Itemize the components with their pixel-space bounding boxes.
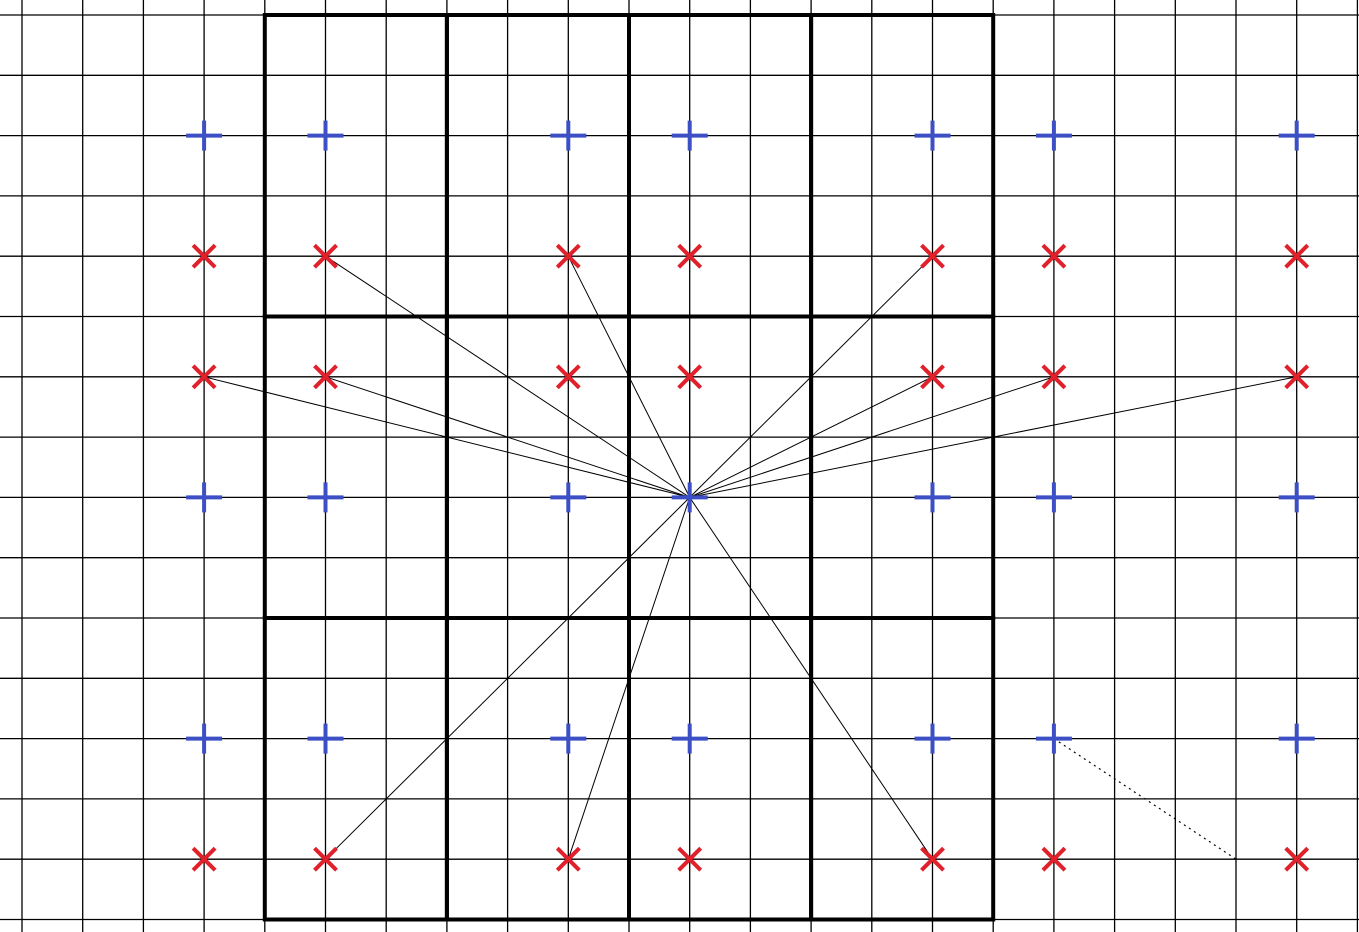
dotted-connection-line — [1053, 738, 1237, 860]
cross-marker — [555, 364, 581, 390]
cross-marker-stroke-b — [1041, 364, 1067, 390]
cross-marker — [1284, 846, 1310, 872]
plus-marker — [550, 120, 587, 151]
cross-marker-stroke-b — [920, 243, 945, 269]
plus-marker — [307, 723, 344, 754]
cross-marker-stroke-b — [313, 364, 338, 390]
plus-marker — [307, 120, 344, 151]
cross-marker-stroke-b — [677, 243, 703, 269]
cross-marker-stroke-b — [191, 243, 217, 269]
plus-marker — [914, 120, 951, 151]
cross-marker — [920, 243, 945, 269]
cross-marker — [191, 846, 217, 872]
cross-marker-stroke-b — [555, 364, 581, 390]
cross-marker — [1284, 364, 1310, 390]
cross-marker-stroke-b — [920, 364, 945, 390]
cross-marker — [677, 846, 703, 872]
cross-marker — [191, 243, 217, 269]
cross-marker-stroke-b — [1041, 243, 1067, 269]
plus-marker — [914, 482, 951, 513]
cross-marker — [1041, 846, 1067, 872]
block-outline — [809, 616, 996, 922]
cross-marker-stroke-b — [1284, 364, 1310, 390]
cross-marker — [920, 364, 945, 390]
cross-marker-stroke-b — [677, 846, 703, 872]
plus-marker — [1278, 723, 1315, 754]
cross-marker — [313, 364, 338, 390]
cross-marker-stroke-b — [191, 364, 217, 390]
plus-marker — [671, 120, 708, 151]
plus-marker — [1035, 723, 1072, 754]
cross-marker-stroke-b — [1284, 243, 1310, 269]
plus-marker — [1278, 120, 1315, 151]
cross-marker — [191, 364, 217, 390]
cross-marker-stroke-b — [1041, 846, 1067, 872]
cross-marker — [1041, 243, 1067, 269]
plus-marker — [671, 723, 708, 754]
plus-marker — [550, 482, 587, 513]
cross-marker-stroke-b — [313, 846, 338, 872]
plus-marker — [186, 120, 223, 151]
cross-marker-stroke-b — [555, 243, 581, 269]
plus-marker — [550, 723, 587, 754]
plus-marker — [1035, 482, 1072, 513]
cross-marker-stroke-b — [191, 846, 217, 872]
cross-marker — [313, 846, 338, 872]
cross-marker — [555, 846, 581, 872]
plus-marker — [186, 723, 223, 754]
plus-marker — [914, 723, 951, 754]
cross-marker — [677, 364, 703, 390]
cross-marker — [920, 846, 945, 872]
markers — [186, 120, 1315, 872]
cross-marker — [1041, 364, 1067, 390]
plus-marker — [1035, 120, 1072, 151]
plus-marker — [307, 482, 344, 513]
plus-marker — [1278, 482, 1315, 513]
cross-marker — [555, 243, 581, 269]
block-outlines — [262, 13, 996, 922]
cross-marker — [1284, 243, 1310, 269]
plus-marker — [671, 482, 708, 513]
cross-marker-stroke-b — [555, 846, 581, 872]
cross-marker-stroke-b — [1284, 846, 1310, 872]
cross-marker — [677, 243, 703, 269]
cross-marker-stroke-b — [313, 243, 338, 269]
cross-marker — [313, 243, 338, 269]
plus-marker — [186, 482, 223, 513]
cross-marker-stroke-b — [677, 364, 703, 390]
cross-marker-stroke-b — [920, 846, 945, 872]
